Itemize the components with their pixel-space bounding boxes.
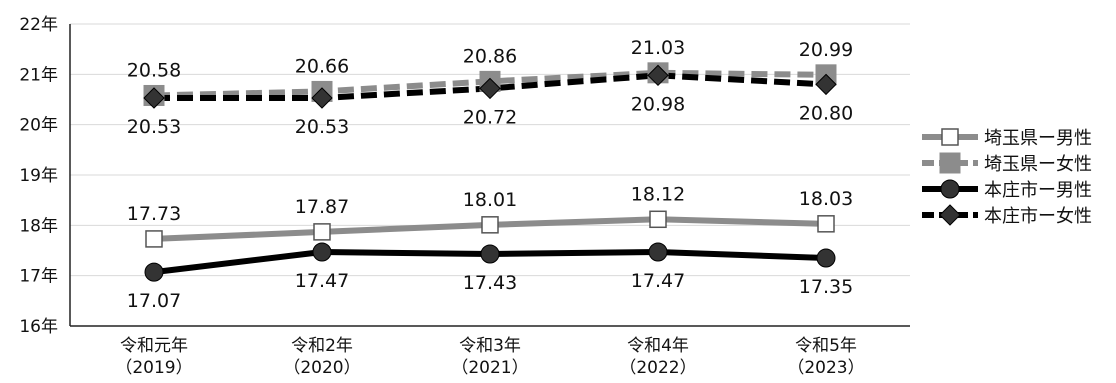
data-label: 20.99	[799, 39, 853, 61]
data-label: 17.43	[463, 272, 517, 294]
data-label: 20.86	[463, 45, 517, 67]
data-point	[647, 64, 669, 87]
x-tick-label: 令和2年（2020）	[283, 336, 360, 378]
data-label: 20.53	[295, 116, 349, 138]
data-label: 17.87	[295, 196, 349, 218]
data-point	[816, 248, 836, 268]
y-tick-label: 20年	[19, 116, 58, 136]
legend-label: 本庄市ー男性	[984, 180, 1092, 201]
y-tick-label: 16年	[19, 317, 58, 337]
legend-marker	[939, 152, 961, 174]
data-point	[817, 215, 835, 233]
legend-marker	[940, 179, 960, 199]
y-tick-label: 22年	[19, 15, 58, 35]
data-point	[481, 216, 499, 234]
x-tick-label: 令和元年（2019）	[115, 336, 192, 378]
data-label: 20.72	[463, 106, 517, 128]
x-tick-label: 令和4年（2022）	[619, 336, 696, 378]
data-label: 20.80	[799, 102, 853, 124]
data-point	[648, 242, 668, 262]
data-point	[311, 87, 333, 109]
data-label: 20.53	[127, 116, 181, 138]
series-lines	[153, 69, 827, 276]
x-tick-label: 令和5年（2023）	[787, 336, 864, 378]
x-tick-label: 令和3年（2021）	[451, 336, 528, 378]
legend-label: 埼玉県ー男性	[984, 128, 1092, 149]
series-markers	[143, 62, 837, 282]
y-tick-label: 18年	[19, 216, 58, 236]
data-label: 21.03	[631, 37, 685, 59]
data-label: 20.98	[631, 93, 685, 115]
data-point	[312, 242, 332, 262]
data-point	[143, 87, 165, 109]
data-point	[479, 77, 501, 100]
data-label: 18.03	[799, 188, 853, 210]
data-point	[480, 244, 500, 264]
legend-marker	[941, 128, 959, 146]
data-label: 17.47	[631, 270, 685, 292]
data-label: 20.58	[127, 59, 181, 81]
data-label: 17.35	[799, 276, 853, 298]
data-point	[649, 210, 667, 229]
data-label: 17.73	[127, 203, 181, 225]
data-point	[815, 73, 837, 96]
data-label: 17.47	[295, 270, 349, 292]
data-label: 18.12	[631, 183, 685, 205]
data-point	[313, 223, 331, 241]
legend-label: 埼玉県ー女性	[984, 154, 1092, 175]
data-label: 17.07	[127, 290, 181, 312]
legend-label: 本庄市ー女性	[984, 206, 1092, 227]
data-point	[145, 230, 163, 248]
y-tick-label: 17年	[19, 267, 58, 287]
data-labels: 17.73 17.87 18.01 18.12 18.03 20.58 20.66 20.86…	[127, 37, 853, 312]
legend-marker	[939, 204, 961, 226]
data-label: 20.66	[295, 55, 349, 77]
data-point	[144, 262, 164, 282]
y-tick-label: 21年	[19, 65, 58, 85]
data-label: 18.01	[463, 189, 517, 211]
y-tick-label: 19年	[19, 166, 58, 186]
